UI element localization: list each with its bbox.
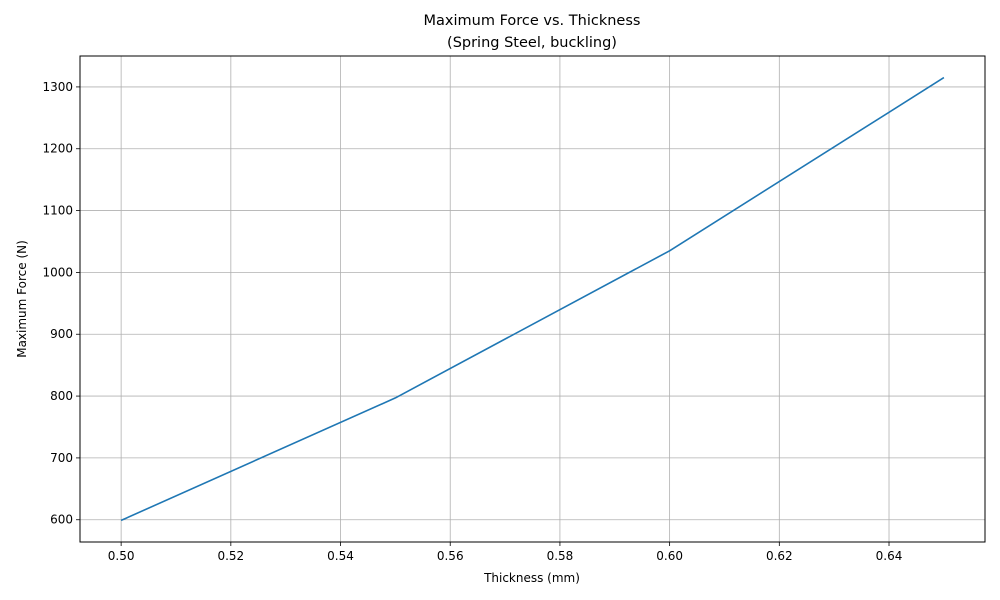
x-tick-label: 0.58 <box>547 549 574 563</box>
grid <box>80 56 985 542</box>
x-tick-label: 0.56 <box>437 549 464 563</box>
y-tick-label: 900 <box>50 327 73 341</box>
y-tick-label: 800 <box>50 389 73 403</box>
y-axis-label: Maximum Force (N) <box>15 240 29 358</box>
y-tick-label: 700 <box>50 451 73 465</box>
plot-frame <box>79 55 986 543</box>
x-tick-label: 0.52 <box>217 549 244 563</box>
y-tick-label: 1000 <box>42 265 73 279</box>
x-tick-label: 0.54 <box>327 549 354 563</box>
series-line-0 <box>120 76 945 522</box>
y-tick-label: 1100 <box>42 204 73 218</box>
x-axis: 0.50 0.52 0.54 0.56 0.58 0.60 0.62 0.64 <box>108 542 903 563</box>
x-tick-label: 0.62 <box>766 549 793 563</box>
chart-subtitle: (Spring Steel, buckling) <box>447 35 617 51</box>
chart-title: Maximum Force vs. Thickness <box>424 13 641 29</box>
x-tick-label: 0.64 <box>876 549 903 563</box>
y-tick-label: 1300 <box>42 80 73 94</box>
x-tick-label: 0.50 <box>108 549 135 563</box>
series-layer <box>120 76 945 522</box>
x-axis-label: Thickness (mm) <box>483 571 580 585</box>
y-tick-label: 1200 <box>42 142 73 156</box>
y-axis: 600 700 800 900 1000 1100 1200 1300 <box>42 80 80 527</box>
x-tick-label: 0.60 <box>656 549 683 563</box>
y-tick-label: 600 <box>50 513 73 527</box>
